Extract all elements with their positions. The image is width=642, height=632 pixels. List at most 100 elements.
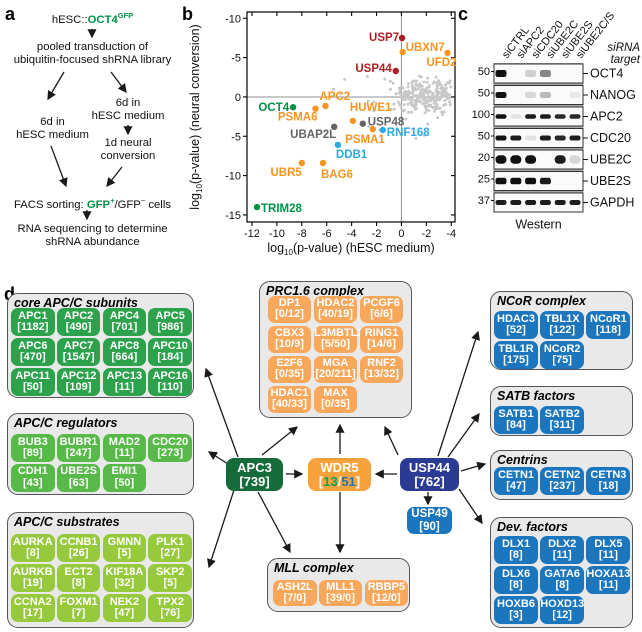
- protein-label: APC2: [590, 110, 623, 124]
- sirna-header-line2: target: [611, 54, 641, 66]
- protein-pill-ccnb1: CCNB1 [26]: [56, 534, 101, 562]
- protein-pill-satb1: SATB1 [84]: [494, 406, 538, 434]
- mw-label: 25: [478, 174, 490, 186]
- blot-band: [510, 114, 522, 119]
- protein-pill-dlx6: DLX6 [8]: [494, 566, 538, 594]
- blot-band: [495, 177, 507, 185]
- protein-pill-apc7: APC7 [1547]: [56, 338, 101, 366]
- protein-pill-rbbp5: RBBP5 [12/0]: [364, 580, 409, 606]
- group-title-satb: SATB factors: [497, 389, 576, 403]
- x-tick-label: -6: [322, 228, 332, 240]
- y-tick-label: 0: [235, 92, 241, 104]
- flowchart-facs-node: FACS sorting: GFP+/GFP− cells: [14, 196, 171, 211]
- y-tick-label: -5: [231, 53, 241, 65]
- flowchart-neural-conversion: 1d neural conversion: [100, 137, 156, 162]
- x-tick-label: -4: [446, 228, 456, 240]
- blot-band: [554, 114, 566, 119]
- protein-pill-hoxb6: HOXB6 [3]: [494, 596, 538, 624]
- mw-label: 50: [478, 66, 490, 78]
- protein-pill-foxm1: FOXM1 [7]: [56, 594, 101, 622]
- protein-pill-cbx3: CBX3 [10/9]: [268, 326, 311, 353]
- protein-pill-cdh1: CDH1 [43]: [11, 463, 55, 492]
- protein-pill-hoxd13: HOXD13 [12]: [540, 596, 584, 624]
- protein-label: GAPDH: [590, 196, 634, 210]
- blot-band: [495, 92, 507, 98]
- blot-band: [495, 70, 507, 77]
- y-axis-label: log10(p-value) (neural conversion): [188, 24, 204, 209]
- x-tick-label: -10: [269, 228, 285, 240]
- blot-band: [539, 70, 551, 77]
- scatter-label-trim28: TRIM28: [261, 203, 303, 215]
- protein-pill-apc13: APC13 [11]: [102, 368, 147, 396]
- scatter-label-ubr5: UBR5: [270, 167, 302, 179]
- x-tick-label: -2: [372, 228, 382, 240]
- blot-band: [569, 114, 581, 119]
- protein-pill-skp2: SKP2 [5]: [148, 564, 192, 592]
- blot-band: [554, 200, 566, 205]
- blot-band: [525, 70, 537, 77]
- protein-pill-apc5: APC5 [986]: [148, 308, 192, 336]
- scatter-label-psma6: PSMA6: [278, 112, 318, 124]
- protein-pill-dlx2: DLX2 [11]: [540, 536, 585, 564]
- group-title-centrins: Centrins: [497, 453, 548, 467]
- blot-band: [525, 114, 537, 119]
- protein-pill-apc6: APC6 [470]: [11, 338, 55, 366]
- x-tick-label: -12: [244, 228, 260, 240]
- scatter-point-ubap2l: [331, 123, 338, 130]
- protein-pill-gata6: GATA6 [8]: [540, 566, 585, 594]
- scatter-point-rnf168: [379, 126, 386, 134]
- protein-pill-cdc20: CDC20 [273]: [148, 434, 192, 462]
- blot-band: [495, 200, 507, 205]
- blot-band: [510, 177, 522, 185]
- western-caption: Western: [515, 218, 561, 232]
- protein-label: CDC20: [590, 131, 631, 145]
- flowchart-rnaseq-node: RNA sequencing to determine shRNA abunda…: [17, 223, 168, 248]
- scatter-label-huwe1: HUWE1: [350, 102, 392, 114]
- blot-band: [539, 200, 551, 205]
- protein-pill-ring1: RING1 [14/6]: [360, 326, 403, 353]
- x-tick-label: -4: [347, 228, 357, 240]
- protein-pill-cetn2: CETN2 [237]: [540, 467, 585, 495]
- blot-band: [539, 177, 551, 185]
- protein-pill-apc4: APC4 [701]: [102, 308, 147, 336]
- protein-pill-kif18a: KIF18A [32]: [102, 564, 147, 592]
- protein-pill-apc12: APC12 [109]: [56, 368, 101, 396]
- scatter-point-psma6: [312, 105, 319, 112]
- mw-label: 50: [478, 131, 490, 143]
- protein-pill-dlx5: DLX5 [11]: [586, 536, 631, 564]
- scatter-label-rnf168: RNF168: [387, 127, 430, 139]
- scatter-label-ddb1: DDB1: [336, 149, 368, 161]
- protein-pill-emi1: EMI1 [50]: [102, 463, 147, 492]
- protein-pill-hdac1: HDAC1 [40/33]: [268, 386, 311, 413]
- protein-pill-max: MAX [0/35]: [314, 386, 357, 413]
- protein-pill-hdac3: HDAC3 [52]: [494, 311, 538, 339]
- protein-pill-apc1: APC1 [1182]: [11, 308, 55, 336]
- gfp-positive-label: GFP: [86, 198, 111, 211]
- protein-pill-bub3: BUB3 [89]: [11, 434, 55, 462]
- scatter-point-bag6: [319, 159, 327, 167]
- protein-pill-tbl1x: TBL1X [122]: [540, 311, 585, 339]
- protein-pill-ccna2: CCNA2 [17]: [11, 594, 55, 622]
- blot-band: [510, 200, 522, 205]
- blot-strip-ube2s: [493, 171, 584, 191]
- protein-pill-apc16: APC16 [110]: [148, 368, 192, 396]
- protein-pill-mad2: MAD2 [11]: [102, 434, 147, 462]
- blot-band: [569, 92, 581, 98]
- panel-c-label: c: [458, 4, 469, 24]
- protein-pill-ect2: ECT2 [8]: [56, 564, 101, 592]
- blot-strip-oct4: [493, 63, 584, 84]
- blot-band: [539, 92, 551, 98]
- x-tick-label: -2: [421, 228, 431, 240]
- flowchart-branch-left: 6d in hESC medium: [16, 116, 89, 141]
- group-title-substrates: APC/C substrates: [14, 515, 120, 529]
- blot-band: [525, 177, 537, 185]
- scatter-label-apc2: APC2: [320, 91, 351, 103]
- blot-band: [569, 200, 581, 205]
- panel-a-label: a: [5, 4, 16, 24]
- scatter-label-oct4: OCT4: [258, 102, 289, 114]
- protein-label: OCT4: [590, 67, 623, 81]
- blot-band: [569, 135, 581, 141]
- protein-pill-aurka: AURKA [8]: [11, 534, 55, 562]
- scatter-point-usp44: [392, 67, 399, 75]
